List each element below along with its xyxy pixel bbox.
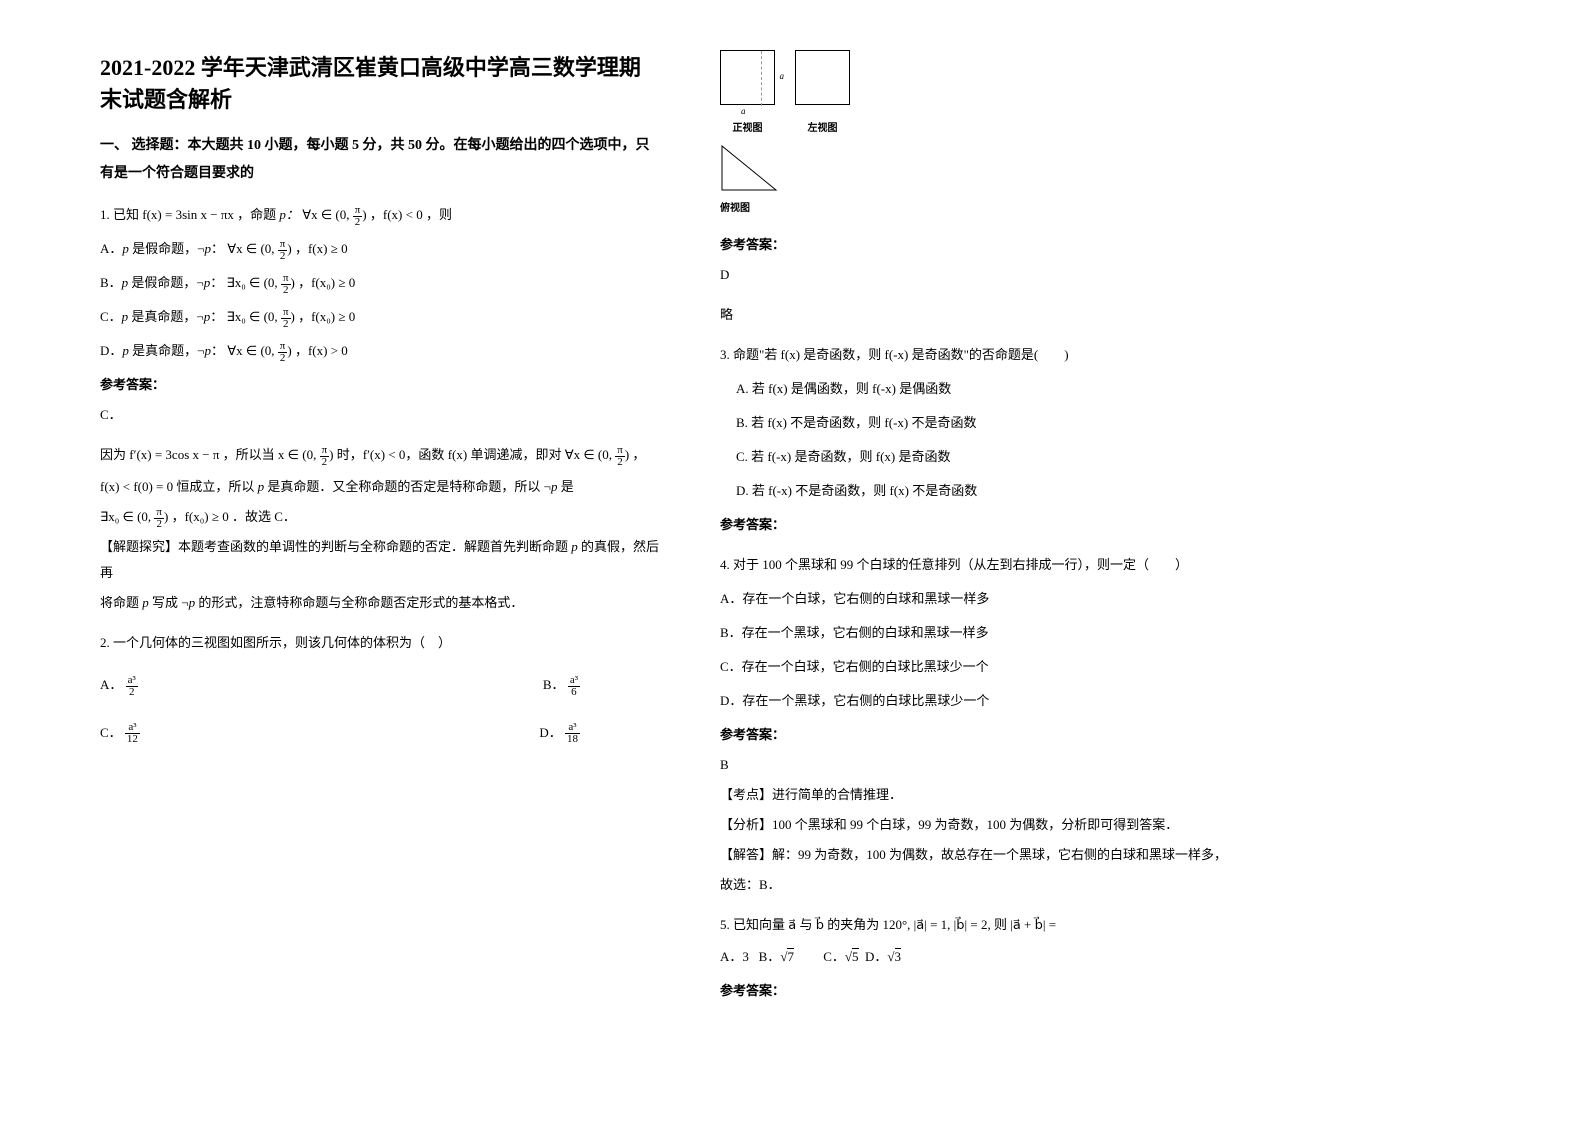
q1-optC-cond: ，f(x₀) ≥ 0: [298, 309, 355, 324]
q1-expl1-end: ，: [632, 447, 645, 462]
q1-optA-pre: A．p 是假命题，¬p：: [100, 241, 224, 256]
q1-fx: f(x) = 3sin x − πx: [142, 207, 234, 222]
q5-answer-label: 参考答案：: [720, 978, 1240, 1004]
side-view-label: 左视图: [795, 119, 850, 134]
q3-optB: B. 若 f(x) 不是奇函数，则 f(-x) 不是奇函数: [736, 410, 1240, 436]
section-header: 一、 选择题：本大题共 10 小题，每小题 5 分，共 50 分。在每小题给出的…: [100, 132, 660, 188]
three-views-figure: a a 正视图 左视图: [720, 50, 1240, 134]
q3-answer-label: 参考答案：: [720, 512, 1240, 538]
q5-stem: 5. 已知向量 a⃗ 与 b⃗ 的夹角为 120°, |a⃗| = 1, |b⃗…: [720, 912, 1240, 938]
q5-stem-vec: a⃗ 与 b⃗ 的夹角为 120°, |a⃗| = 1, |b⃗| = 2, 则…: [788, 917, 1056, 932]
q1-range: ∀x ∈ (0, π2): [302, 207, 366, 222]
q2-optB-label: B．: [543, 677, 565, 692]
q1-optD-pre: D．p 是真命题，¬p：: [100, 343, 224, 358]
q1-optC-pre: C．p 是真命题，¬p：: [100, 309, 223, 324]
q2-optA-label: A．: [100, 677, 122, 692]
q1-expl3-range: ∃x₀ ∈ (0, π2): [100, 509, 168, 524]
q1-optA-cond: ，f(x) ≥ 0: [295, 241, 348, 256]
q3-optD: D. 若 f(-x) 不是奇函数，则 f(x) 不是奇函数: [736, 478, 1240, 504]
q2-optD: D． a³18: [539, 722, 580, 746]
q1-cond: ，f(x) < 0: [370, 207, 423, 222]
q2-answer: D: [720, 262, 1240, 288]
q1-expl1-range2: ∀x ∈ (0, π2): [565, 447, 629, 462]
q1-optB-cond: ，f(x₀) ≥ 0: [298, 275, 355, 290]
q2-optA-num: a³: [126, 675, 138, 687]
q1-expl1-mid1: ，所以当: [223, 447, 275, 462]
q4-optC: C．存在一个白球，它右侧的白球比黑球少一个: [720, 654, 1240, 680]
q5-opts: A．3 B．√7 C．√5 D．√3: [720, 944, 1240, 970]
q4-expl1: 【考点】进行简单的合情推理．: [720, 782, 1240, 808]
q4-optD: D．存在一个黑球，它右侧的白球比黑球少一个: [720, 688, 1240, 714]
q2-optD-label: D．: [539, 725, 561, 740]
q2-optB-num: a³: [568, 675, 580, 687]
q1-answer: C．: [100, 402, 660, 428]
q1-answer-label: 参考答案：: [100, 372, 660, 398]
q1-optB-range: ∃x₀ ∈ (0, π2): [227, 275, 295, 290]
q2-answer-label: 参考答案：: [720, 232, 1240, 258]
q3-optA: A. 若 f(x) 是偶函数，则 f(-x) 是偶函数: [736, 376, 1240, 402]
q2-stem: 2. 一个几何体的三视图如图所示，则该几何体的体积为（ ）: [100, 630, 660, 656]
q2-answer-note: 略: [720, 302, 1240, 328]
q2-optB: B． a³6: [543, 674, 580, 698]
q1-p: p：: [279, 207, 299, 222]
front-view-label: 正视图: [720, 119, 775, 134]
q1-expl2-cond: f(x) < f(0) = 0: [100, 479, 173, 494]
q4-stem: 4. 对于 100 个黑球和 99 个白球的任意排列（从左到右排成一行），则一定…: [720, 552, 1240, 578]
q1-expl1-fp: f′(x) = 3cos x − π: [129, 447, 219, 462]
q2-optD-den: 18: [565, 734, 580, 745]
q1-optC: C．p 是真命题，¬p： ∃x₀ ∈ (0, π2) ，f(x₀) ≥ 0: [100, 304, 660, 330]
q1-optB: B．p 是假命题，¬p： ∃x₀ ∈ (0, π2) ，f(x₀) ≥ 0: [100, 270, 660, 296]
q1-optD-range: ∀x ∈ (0, π2): [227, 343, 291, 358]
q1-expl3-cond: ，f(x₀) ≥ 0: [172, 509, 229, 524]
q1-expl3-end: ．故选 C．: [232, 509, 296, 524]
q1-optA-range: ∀x ∈ (0, π2): [227, 241, 291, 256]
q5-optD: D．√3: [865, 949, 901, 964]
q2-optA: A． a³2: [100, 674, 138, 698]
q2-optC-label: C．: [100, 725, 122, 740]
q1-optA: A．p 是假命题，¬p： ∀x ∈ (0, π2) ，f(x) ≥ 0: [100, 236, 660, 262]
q5-optC: C．√5: [823, 949, 858, 964]
q1-optD: D．p 是真命题，¬p： ∀x ∈ (0, π2) ，f(x) > 0: [100, 338, 660, 364]
q2-optC-den: 12: [125, 734, 140, 745]
q4-answer: B: [720, 752, 1240, 778]
q1-stem: 1. 已知 f(x) = 3sin x − πx ，命题 p： ∀x ∈ (0,…: [100, 202, 660, 228]
q5-stem-pre: 5. 已知向量: [720, 917, 785, 932]
q1-expl3: ∃x₀ ∈ (0, π2) ，f(x₀) ≥ 0 ．故选 C．: [100, 504, 660, 530]
q1-optB-pre: B．p 是假命题，¬p：: [100, 275, 223, 290]
q1-expl-note1: 【解题探究】本题考查函数的单调性的判断与全称命题的否定．解题首先判断命题 p 的…: [100, 534, 660, 586]
q4-optB: B．存在一个黑球，它右侧的白球和黑球一样多: [720, 620, 1240, 646]
side-view: 左视图: [795, 50, 850, 134]
top-view: 俯视图: [720, 144, 1240, 214]
q2-optC: C． a³12: [100, 722, 140, 746]
q1-expl1: 因为 f′(x) = 3cos x − π ，所以当 x ∈ (0, π2) 时…: [100, 442, 660, 468]
q5-optA: A．3: [720, 949, 749, 964]
q1-expl1-mid2: 时，f′(x) < 0，函数 f(x) 单调递减，即对: [337, 447, 562, 462]
q1-optD-cond: ，f(x) > 0: [295, 343, 348, 358]
q1-optC-range: ∃x₀ ∈ (0, π2): [227, 309, 295, 324]
q3-optC: C. 若 f(-x) 是奇函数，则 f(x) 是奇函数: [736, 444, 1240, 470]
q1-expl2-mid: 恒成立，所以 p 是真命题．又全称命题的否定是特称命题，所以 ¬p 是: [176, 479, 573, 494]
q4-expl2: 【分析】100 个黑球和 99 个白球，99 为奇数，100 为偶数，分析即可得…: [720, 812, 1240, 838]
top-view-label: 俯视图: [720, 199, 1240, 214]
page-title: 2021-2022 学年天津武清区崔黄口高级中学高三数学理期末试题含解析: [100, 50, 660, 114]
q1-expl-note2: 将命题 p 写成 ¬p 的形式，注意特称命题与全称命题否定形式的基本格式．: [100, 590, 660, 616]
q1-prefix: 1. 已知: [100, 207, 139, 222]
q4-answer-label: 参考答案：: [720, 722, 1240, 748]
q1-expl1-pre: 因为: [100, 447, 126, 462]
front-view: a a 正视图: [720, 50, 775, 134]
q1-suffix: ，则: [426, 207, 452, 222]
q5-optB: B．√7: [759, 949, 794, 964]
q2-optA-den: 2: [126, 687, 138, 698]
q4-expl4: 故选：B．: [720, 872, 1240, 898]
q1-mid: ，命题: [237, 207, 276, 222]
q2-optB-den: 6: [568, 687, 580, 698]
q4-expl3: 【解答】解：99 为奇数，100 为偶数，故总存在一个黑球，它右侧的白球和黑球一…: [720, 842, 1240, 868]
q1-expl2: f(x) < f(0) = 0 恒成立，所以 p 是真命题．又全称命题的否定是特…: [100, 474, 660, 500]
triangle-icon: [720, 144, 780, 192]
q3-stem: 3. 命题"若 f(x) 是奇函数，则 f(-x) 是奇函数"的否命题是( ): [720, 342, 1240, 368]
q4-optA: A．存在一个白球，它右侧的白球和黑球一样多: [720, 586, 1240, 612]
q1-expl1-range: x ∈ (0, π2): [278, 447, 334, 462]
